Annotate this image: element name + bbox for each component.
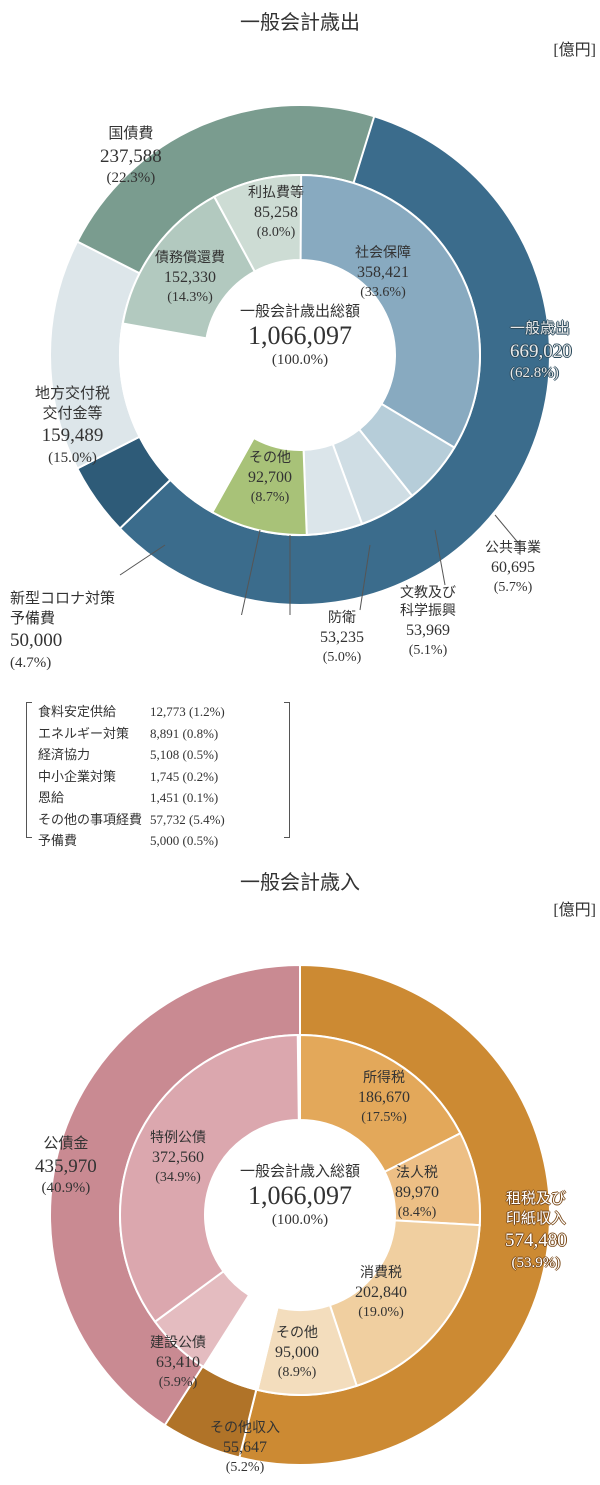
breakdown-value: 8,891 (0.8%)	[150, 724, 231, 744]
breakdown-value: 1,451 (0.1%)	[150, 788, 231, 808]
expenditure-center: 一般会計歳出総額 1,066,097 (100.0%)	[210, 300, 390, 369]
expenditure-chart: 一般会計歳出 [億円] 一般会計歳出総額 1,066,097 (100.0%) …	[0, 0, 600, 860]
breakdown-value: 57,732 (5.4%)	[150, 810, 231, 830]
label-special-bonds: 特例公債 372,560 (34.9%)	[150, 1130, 206, 1187]
label-interest: 利払費等 85,258 (8.0%)	[248, 185, 304, 242]
label-income-tax: 所得税 186,670 (17.5%)	[358, 1070, 410, 1127]
label-bonds-rev: 公債金 435,970 (40.9%)	[35, 1135, 97, 1199]
revenue-center: 一般会計歳入総額 1,066,097 (100.0%)	[210, 1160, 390, 1229]
label-corp-tax: 法人税 89,970 (8.4%)	[395, 1165, 439, 1222]
breakdown-name: その他の事項経費	[38, 810, 148, 830]
label-social: 社会保障 358,421 (33.6%)	[355, 245, 411, 302]
center-pct: (100.0%)	[272, 1212, 328, 1228]
breakdown-value: 12,773 (1.2%)	[150, 702, 231, 722]
breakdown-name: 中小企業対策	[38, 767, 148, 787]
center-value: 1,066,097	[248, 321, 352, 350]
label-other-inner: その他 95,000 (8.9%)	[275, 1325, 319, 1382]
expenditure-title: 一般会計歳出	[0, 0, 600, 35]
breakdown-value: 1,745 (0.2%)	[150, 767, 231, 787]
center-label-text: 一般会計歳出総額	[240, 304, 360, 320]
other-breakdown: 食料安定供給12,773 (1.2%)エネルギー対策8,891 (0.8%)経済…	[36, 700, 233, 853]
label-defense: 防衛 53,235 (5.0%)	[320, 610, 364, 667]
breakdown-name: エネルギー対策	[38, 724, 148, 744]
label-public-works: 公共事業 60,695 (5.7%)	[485, 540, 541, 597]
label-bonds: 国債費 237,588 (22.3%)	[100, 125, 162, 189]
label-local-tax: 地方交付税 交付金等 159,489 (15.0%)	[35, 385, 110, 468]
label-construction-bonds: 建設公債 63,410 (5.9%)	[150, 1335, 206, 1392]
center-value: 1,066,097	[248, 1181, 352, 1210]
breakdown-name: 経済協力	[38, 745, 148, 765]
label-redemption: 債務償還費 152,330 (14.3%)	[155, 250, 225, 307]
label-other-exp: その他 92,700 (8.7%)	[248, 450, 292, 507]
revenue-title: 一般会計歳入	[0, 860, 600, 895]
breakdown-name: 予備費	[38, 831, 148, 851]
label-consumption-tax: 消費税 202,840 (19.0%)	[355, 1265, 407, 1322]
breakdown-value: 5,108 (0.5%)	[150, 745, 231, 765]
label-covid: 新型コロナ対策 予備費 50,000 (4.7%)	[10, 590, 115, 673]
label-tax: 租税及び 印紙収入 574,480 (53.9%)	[505, 1190, 567, 1273]
breakdown-name: 恩給	[38, 788, 148, 808]
center-pct: (100.0%)	[272, 352, 328, 368]
center-label-text: 一般会計歳入総額	[240, 1164, 360, 1180]
label-other-rev: その他収入 55,647 (5.2%)	[210, 1420, 280, 1477]
breakdown-value: 5,000 (0.5%)	[150, 831, 231, 851]
label-general-exp: 一般歳出 669,020 (62.8%)	[510, 320, 572, 384]
label-edu: 文教及び 科学振興 53,969 (5.1%)	[400, 585, 456, 660]
revenue-chart: 一般会計歳入 [億円] 一般会計歳入総額 1,066,097 (100.0%) …	[0, 860, 600, 1485]
breakdown-name: 食料安定供給	[38, 702, 148, 722]
